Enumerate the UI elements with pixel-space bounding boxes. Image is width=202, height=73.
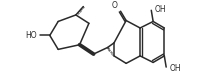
Text: OH: OH: [170, 64, 182, 72]
Text: OH: OH: [155, 5, 167, 14]
Text: HO: HO: [25, 31, 37, 40]
Text: O: O: [112, 1, 118, 10]
